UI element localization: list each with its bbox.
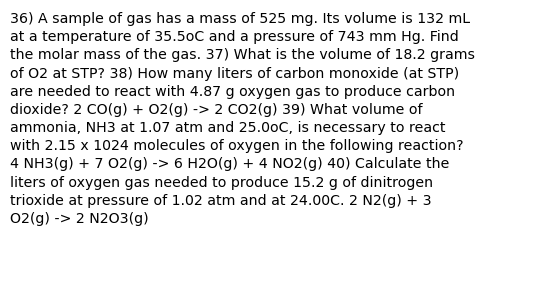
Text: 36) A sample of gas has a mass of 525 mg. Its volume is 132 mL
at a temperature : 36) A sample of gas has a mass of 525 mg… (10, 12, 475, 226)
